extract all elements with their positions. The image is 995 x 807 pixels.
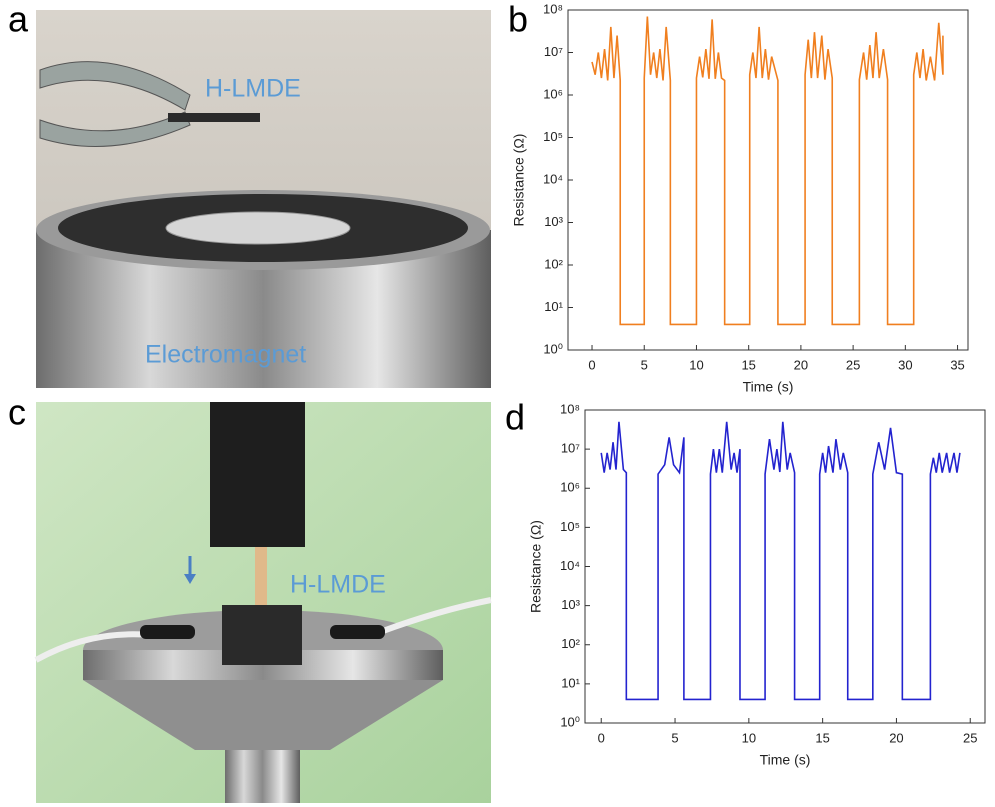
y-tick-label: 10⁵ xyxy=(543,129,563,144)
x-tick-label: 35 xyxy=(950,357,964,372)
x-tick-label: 10 xyxy=(742,730,756,745)
y-tick-label: 10⁸ xyxy=(560,401,580,416)
y-tick-label: 10⁷ xyxy=(561,441,580,456)
y-axis-title: Resistance (Ω) xyxy=(511,134,527,227)
photo-label: H-LMDE xyxy=(205,75,301,103)
y-tick-label: 10⁴ xyxy=(560,558,580,573)
x-tick-label: 15 xyxy=(741,357,755,372)
x-tick-label: 5 xyxy=(671,730,678,745)
y-tick-label: 10¹ xyxy=(561,675,580,690)
photo-c xyxy=(34,402,492,803)
x-tick-label: 25 xyxy=(846,357,860,372)
y-tick-label: 10⁵ xyxy=(560,519,580,534)
plot-frame xyxy=(567,9,969,351)
photo-a xyxy=(36,10,491,388)
y-tick-label: 10² xyxy=(544,256,563,271)
y-tick-label: 10¹ xyxy=(544,299,563,314)
x-tick-label: 20 xyxy=(794,357,808,372)
y-tick-label: 10⁶ xyxy=(560,480,580,495)
plot-frame xyxy=(584,409,986,724)
y-tick-label: 10⁰ xyxy=(560,714,580,729)
panel-letter: c xyxy=(8,392,26,433)
photo-label: H-LMDE xyxy=(290,571,386,599)
data-line xyxy=(591,16,944,326)
panel-letter: d xyxy=(505,397,525,438)
x-tick-label: 15 xyxy=(815,730,829,745)
x-tick-label: 10 xyxy=(689,357,703,372)
y-tick-label: 10³ xyxy=(561,597,580,612)
photo-label: Electromagnet xyxy=(145,341,306,369)
y-tick-label: 10⁸ xyxy=(543,1,563,16)
x-axis-title: Time (s) xyxy=(743,379,794,395)
panel-letter: b xyxy=(508,0,528,40)
x-tick-label: 25 xyxy=(963,730,977,745)
y-tick-label: 10⁷ xyxy=(544,44,563,59)
x-tick-label: 30 xyxy=(898,357,912,372)
data-line xyxy=(600,421,961,701)
y-tick-label: 10² xyxy=(561,636,580,651)
x-tick-label: 5 xyxy=(641,357,648,372)
y-tick-label: 10⁶ xyxy=(543,86,563,101)
y-tick-label: 10⁰ xyxy=(543,341,563,356)
x-tick-label: 20 xyxy=(889,730,903,745)
y-tick-label: 10³ xyxy=(544,214,563,229)
x-axis-title: Time (s) xyxy=(760,752,811,768)
x-tick-label: 0 xyxy=(598,730,605,745)
y-axis-title: Resistance (Ω) xyxy=(528,520,544,613)
x-tick-label: 0 xyxy=(588,357,595,372)
y-tick-label: 10⁴ xyxy=(543,171,563,186)
panel-letter: a xyxy=(8,0,29,40)
